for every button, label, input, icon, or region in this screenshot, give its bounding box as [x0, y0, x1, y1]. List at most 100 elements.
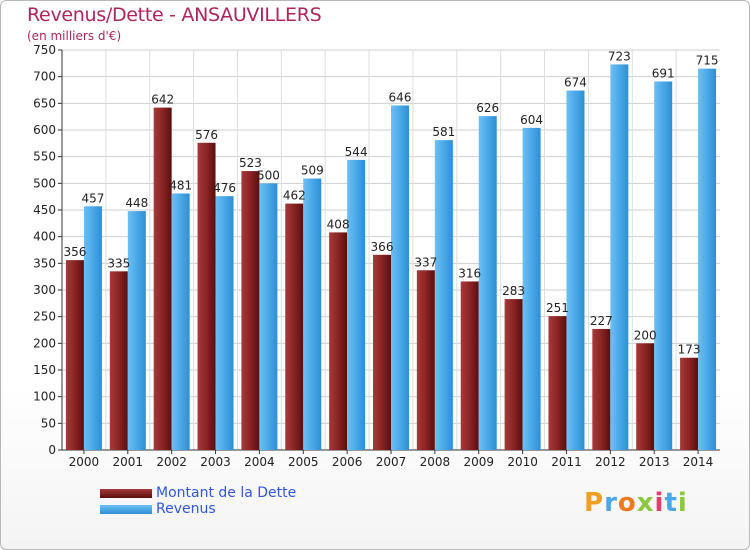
- logo-letter: o: [617, 488, 637, 518]
- chart-title: Revenus/Dette - ANSAUVILLERS: [27, 4, 322, 26]
- y-tick-label-200: 200: [33, 336, 56, 350]
- y-tick-label-100: 100: [33, 390, 56, 404]
- bar-dette-2013: [636, 343, 655, 450]
- bar-dette-2000: [65, 260, 84, 450]
- bar-revenus-2009: [478, 116, 497, 450]
- y-tick-label-350: 350: [33, 256, 56, 270]
- data-label-dette-2006: 408: [327, 217, 350, 231]
- x-tick-label-2005: 2005: [288, 455, 319, 469]
- bar-revenus-2000: [83, 206, 102, 450]
- y-tick-label-600: 600: [33, 123, 56, 137]
- bar-dette-2012: [592, 328, 611, 450]
- logo-letter: P: [584, 488, 605, 518]
- bar-revenus-2013: [654, 81, 673, 450]
- data-label-revenus-2001: 448: [125, 196, 148, 210]
- data-label-revenus-2011: 674: [564, 76, 587, 90]
- data-label-revenus-2006: 544: [345, 145, 368, 159]
- proxiti-logo: Proxiti: [584, 488, 688, 518]
- y-tick-label-750: 750: [33, 43, 56, 57]
- bar-revenus-2002: [171, 193, 190, 450]
- data-label-dette-2010: 283: [502, 284, 525, 298]
- x-tick-label-2006: 2006: [332, 455, 363, 469]
- bar-dette-2014: [680, 357, 699, 450]
- legend-label-revenus: Revenus: [156, 501, 216, 517]
- data-label-dette-2014: 173: [678, 343, 701, 357]
- data-label-dette-2007: 366: [371, 240, 394, 254]
- y-tick-label-50: 50: [41, 416, 56, 430]
- data-label-revenus-2008: 581: [432, 125, 455, 139]
- y-tick-label-400: 400: [33, 230, 56, 244]
- x-tick-label-2001: 2001: [113, 455, 144, 469]
- legend-swatch-revenus: [100, 505, 152, 514]
- data-label-revenus-2000: 457: [81, 191, 104, 205]
- bar-revenus-2010: [522, 127, 541, 450]
- bar-revenus-2006: [347, 159, 366, 450]
- bar-dette-2002: [153, 107, 172, 450]
- data-label-revenus-2010: 604: [520, 113, 543, 127]
- y-tick-label-300: 300: [33, 283, 56, 297]
- data-label-dette-2004: 523: [239, 156, 262, 170]
- y-tick-label-450: 450: [33, 203, 56, 217]
- logo-letter: i: [654, 488, 665, 518]
- x-tick-label-2004: 2004: [244, 455, 275, 469]
- bars: [65, 64, 717, 451]
- logo-letter: i: [677, 488, 688, 518]
- x-tick-label-2008: 2008: [420, 455, 451, 469]
- data-label-dette-2000: 356: [63, 245, 86, 259]
- data-label-dette-2012: 227: [590, 314, 613, 328]
- y-tick-label-250: 250: [33, 310, 56, 324]
- y-tick-label-500: 500: [33, 176, 56, 190]
- bar-dette-2005: [285, 203, 304, 450]
- x-tick-label-2009: 2009: [463, 455, 494, 469]
- data-label-revenus-2004: 500: [257, 168, 280, 182]
- bar-revenus-2012: [610, 64, 629, 451]
- data-label-revenus-2013: 691: [652, 66, 675, 80]
- bar-dette-2006: [329, 232, 348, 450]
- data-label-revenus-2012: 723: [608, 49, 631, 63]
- bar-revenus-2004: [259, 183, 278, 451]
- bar-revenus-2003: [215, 196, 234, 450]
- bar-revenus-2008: [434, 140, 453, 450]
- bar-dette-2011: [548, 316, 567, 450]
- bar-dette-2009: [460, 281, 479, 450]
- bar-dette-2010: [504, 299, 523, 450]
- data-label-revenus-2005: 509: [301, 164, 324, 178]
- data-label-dette-2013: 200: [634, 328, 657, 342]
- data-label-revenus-2007: 646: [389, 90, 412, 104]
- bar-dette-2008: [416, 270, 435, 450]
- data-label-revenus-2003: 476: [213, 181, 236, 195]
- data-label-dette-2002: 642: [151, 93, 174, 107]
- bar-revenus-2014: [698, 68, 717, 451]
- logo-letter: t: [664, 488, 678, 518]
- data-label-dette-2011: 251: [546, 301, 569, 315]
- legend-swatch-dette: [100, 489, 152, 498]
- data-label-dette-2001: 335: [107, 256, 130, 270]
- bar-revenus-2007: [391, 105, 409, 450]
- chart-subtitle: (en milliers d'€): [27, 29, 122, 43]
- x-tick-label-2011: 2011: [551, 455, 582, 469]
- x-tick-label-2014: 2014: [683, 455, 714, 469]
- data-label-dette-2005: 462: [283, 189, 306, 203]
- data-label-dette-2009: 316: [458, 266, 481, 280]
- x-tick-label-2013: 2013: [639, 455, 670, 469]
- y-tick-label-150: 150: [33, 363, 56, 377]
- logo-letter: x: [636, 488, 655, 518]
- bar-revenus-2005: [303, 178, 322, 451]
- bar-dette-2001: [109, 271, 128, 450]
- legend-label-dette: Montant de la Dette: [156, 485, 297, 501]
- x-tick-label-2012: 2012: [595, 455, 626, 469]
- data-label-revenus-2002: 481: [169, 178, 192, 192]
- logo-letter: r: [604, 488, 618, 518]
- x-tick-label-2010: 2010: [507, 455, 538, 469]
- data-label-revenus-2014: 715: [696, 54, 719, 68]
- data-label-revenus-2009: 626: [476, 101, 499, 115]
- bar-dette-2004: [241, 171, 260, 451]
- data-label-dette-2003: 576: [195, 128, 218, 142]
- bar-dette-2003: [197, 142, 216, 451]
- axes: 0 50 100 150 200 250 300 350 400 450 500 550 600 650 7…: [33, 43, 720, 469]
- x-tick-label-2000: 2000: [69, 455, 100, 469]
- bar-dette-2007: [373, 254, 391, 450]
- y-tick-label-650: 650: [33, 96, 56, 110]
